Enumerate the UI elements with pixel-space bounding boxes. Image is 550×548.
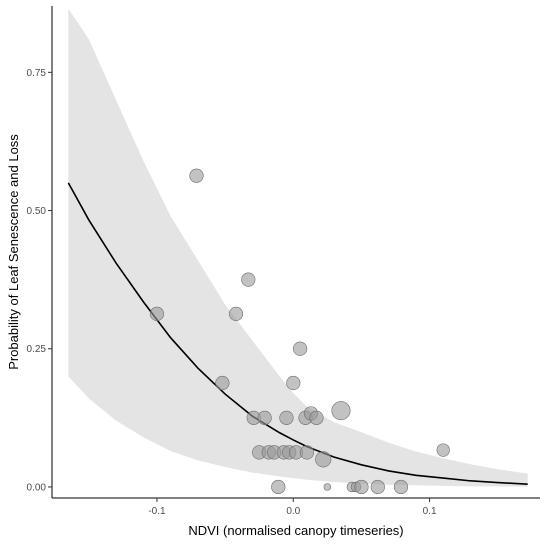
data-point-22 (315, 451, 332, 468)
data-point-30 (393, 479, 409, 495)
fit-line-layer (67, 182, 528, 485)
axes-layer: 0.00 0.25 0.50 0.75 -0.1 0.0 0.1 (27, 6, 540, 517)
data-point-1 (189, 168, 204, 183)
x-axis-title: NDVI (normalised canopy timeseries) (188, 523, 403, 538)
data-point-5 (215, 375, 230, 391)
y-tick-label-4: 0.75 (27, 68, 47, 79)
data-point-28 (354, 479, 369, 495)
data-point-21 (299, 445, 315, 460)
data-point-7 (286, 375, 301, 391)
confidence-band-layer (68, 8, 528, 487)
data-point-3 (241, 272, 256, 287)
data-point-23 (436, 443, 450, 457)
data-point-6 (292, 341, 308, 356)
data-point-13 (309, 410, 324, 425)
data-point-25 (323, 483, 332, 491)
data-point-2 (149, 306, 165, 322)
data-point-9 (257, 410, 272, 425)
x-tick-label-2: 0.0 (286, 506, 300, 517)
x-tick-label-3: 0.1 (423, 506, 437, 517)
data-point-14 (331, 401, 351, 421)
data-point-10 (279, 410, 294, 425)
data-point-24 (271, 479, 286, 495)
y-tick-label-2: 0.25 (27, 344, 47, 355)
data-point-4 (228, 306, 244, 322)
confidence-band (68, 8, 528, 487)
data-points-layer (149, 168, 450, 495)
y-tick-label-3: 0.50 (27, 206, 47, 217)
data-point-29 (370, 479, 385, 495)
fit-line (67, 182, 528, 485)
y-tick-label-1: 0.00 (27, 482, 47, 493)
x-tick-label-1: -0.1 (148, 506, 166, 517)
y-axis-title: Probability of Leaf Senescence and Loss (6, 134, 21, 370)
